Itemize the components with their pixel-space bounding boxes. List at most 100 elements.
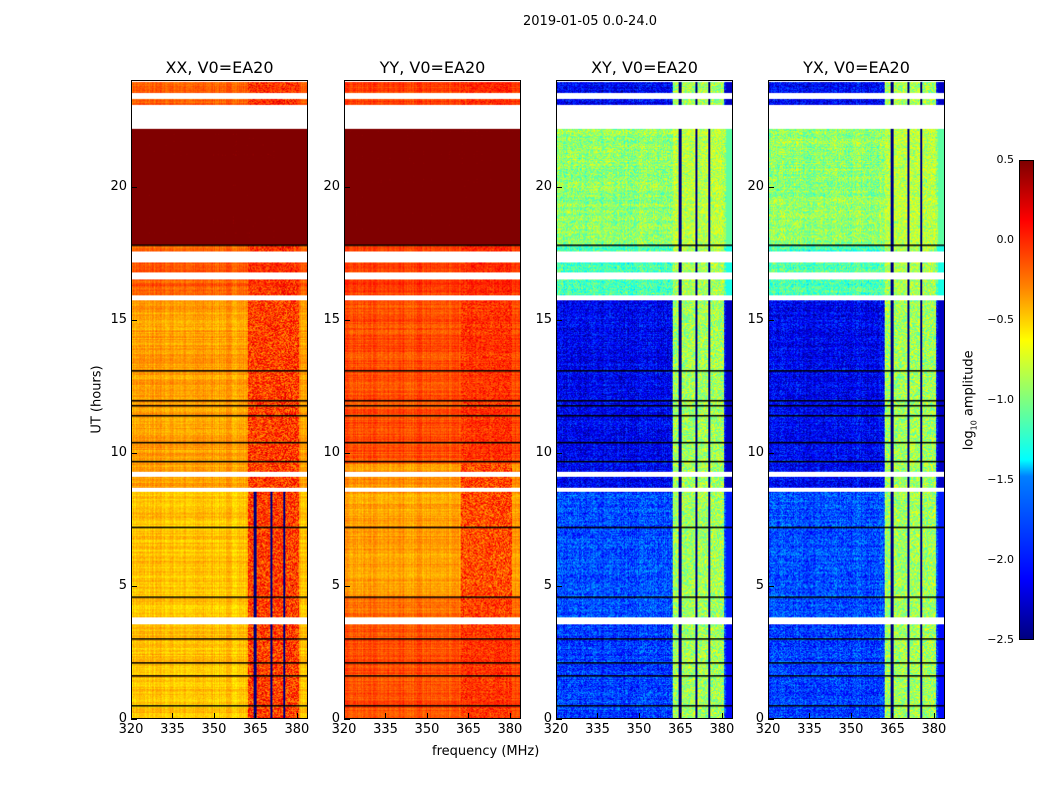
x-axis-label: frequency (MHz) — [432, 744, 540, 759]
x-tick-mark — [721, 713, 723, 719]
x-tick-mark — [556, 713, 557, 719]
heatmap-image — [557, 81, 732, 718]
y-tick-mark — [556, 585, 562, 587]
y-tick-label: 20 — [747, 178, 764, 194]
y-tick-mark — [131, 319, 137, 321]
x-tick-label: 335 — [373, 722, 398, 737]
colorbar-tick-label: −2.5 — [987, 633, 1014, 646]
x-tick-label: 365 — [880, 722, 905, 737]
x-tick-label: 365 — [668, 722, 693, 737]
y-tick-mark — [344, 186, 350, 188]
y-tick-label: 0 — [118, 711, 127, 726]
y-tick-mark — [556, 319, 562, 321]
x-tick-mark — [426, 713, 428, 719]
x-tick-mark — [509, 713, 511, 719]
y-tick-mark — [344, 719, 350, 720]
x-tick-mark — [933, 713, 935, 719]
x-tick-mark — [255, 713, 257, 719]
heatmap-panel-4 — [768, 80, 945, 719]
colorbar-tick-label: 0.0 — [996, 233, 1015, 246]
x-tick-mark — [131, 713, 132, 719]
y-tick-label: 5 — [755, 577, 764, 593]
y-tick-mark — [131, 585, 137, 587]
panel-title: YX, V0=EA20 — [803, 58, 910, 77]
y-tick-mark — [768, 186, 774, 188]
y-tick-mark — [768, 452, 774, 454]
x-tick-label: 350 — [626, 722, 652, 737]
y-tick-mark — [556, 186, 562, 188]
x-tick-label: 320 — [118, 722, 144, 737]
y-tick-label: 10 — [535, 444, 552, 460]
heatmap-panel-1 — [131, 80, 308, 719]
y-tick-mark — [768, 319, 774, 321]
y-tick-mark — [131, 186, 137, 188]
y-tick-mark — [131, 452, 137, 454]
colorbar — [1019, 160, 1034, 640]
heatmap-image — [769, 81, 944, 718]
y-tick-label: 15 — [110, 311, 127, 327]
y-tick-label: 5 — [118, 577, 127, 593]
y-tick-label: 5 — [331, 577, 340, 593]
heatmap-panel-3 — [556, 80, 733, 719]
y-tick-mark — [768, 585, 774, 587]
x-tick-mark — [680, 713, 682, 719]
colorbar-label: log10 amplitude — [961, 350, 979, 451]
x-tick-label: 380 — [497, 722, 523, 737]
x-tick-label: 320 — [331, 722, 357, 737]
heatmap-panel-2 — [344, 80, 521, 719]
colorbar-tick-label: −0.5 — [987, 313, 1014, 326]
y-tick-label: 15 — [323, 311, 340, 327]
colorbar-tick-label: −2.0 — [987, 553, 1014, 566]
y-tick-mark — [344, 452, 350, 454]
x-tick-label: 350 — [201, 722, 227, 737]
x-tick-label: 380 — [921, 722, 947, 737]
x-tick-mark — [344, 713, 345, 719]
y-tick-label: 5 — [543, 577, 552, 593]
x-tick-label: 350 — [414, 722, 440, 737]
y-tick-mark — [556, 452, 562, 454]
x-tick-label: 335 — [160, 722, 185, 737]
y-tick-label: 15 — [747, 311, 764, 327]
y-tick-label: 15 — [535, 311, 552, 327]
x-tick-label: 380 — [709, 722, 735, 737]
y-tick-label: 20 — [535, 178, 552, 194]
x-tick-mark — [638, 713, 640, 719]
y-tick-label: 10 — [323, 444, 340, 460]
colorbar-tick-label: −1.0 — [987, 393, 1014, 406]
x-tick-mark — [809, 713, 811, 719]
y-tick-mark — [768, 719, 774, 720]
x-tick-mark — [597, 713, 599, 719]
y-tick-label: 0 — [755, 711, 764, 726]
heatmap-image — [132, 81, 307, 718]
x-tick-label: 380 — [284, 722, 310, 737]
colorbar-tick-label: 0.5 — [996, 153, 1015, 166]
x-tick-mark — [213, 713, 215, 719]
x-tick-mark — [468, 713, 470, 719]
y-tick-label: 10 — [747, 444, 764, 460]
panel-title: XX, V0=EA20 — [165, 58, 274, 77]
x-tick-mark — [296, 713, 298, 719]
y-tick-label: 10 — [110, 444, 127, 460]
y-tick-label: 20 — [323, 178, 340, 194]
x-tick-mark — [768, 713, 769, 719]
x-tick-label: 335 — [797, 722, 822, 737]
y-tick-label: 0 — [543, 711, 552, 726]
colorbar-tick-label: −1.5 — [987, 473, 1014, 486]
y-tick-mark — [344, 319, 350, 321]
x-tick-label: 350 — [838, 722, 864, 737]
x-tick-mark — [850, 713, 852, 719]
x-tick-label: 335 — [585, 722, 610, 737]
x-tick-mark — [892, 713, 894, 719]
y-tick-mark — [344, 585, 350, 587]
figure-title: 2019-01-05 0.0-24.0 — [523, 14, 657, 29]
x-tick-mark — [172, 713, 174, 719]
x-tick-mark — [385, 713, 387, 719]
x-tick-label: 365 — [243, 722, 268, 737]
y-tick-mark — [131, 719, 137, 720]
y-tick-label: 20 — [110, 178, 127, 194]
x-tick-label: 365 — [456, 722, 481, 737]
x-tick-label: 320 — [755, 722, 781, 737]
panel-title: XY, V0=EA20 — [591, 58, 698, 77]
x-tick-label: 320 — [543, 722, 569, 737]
